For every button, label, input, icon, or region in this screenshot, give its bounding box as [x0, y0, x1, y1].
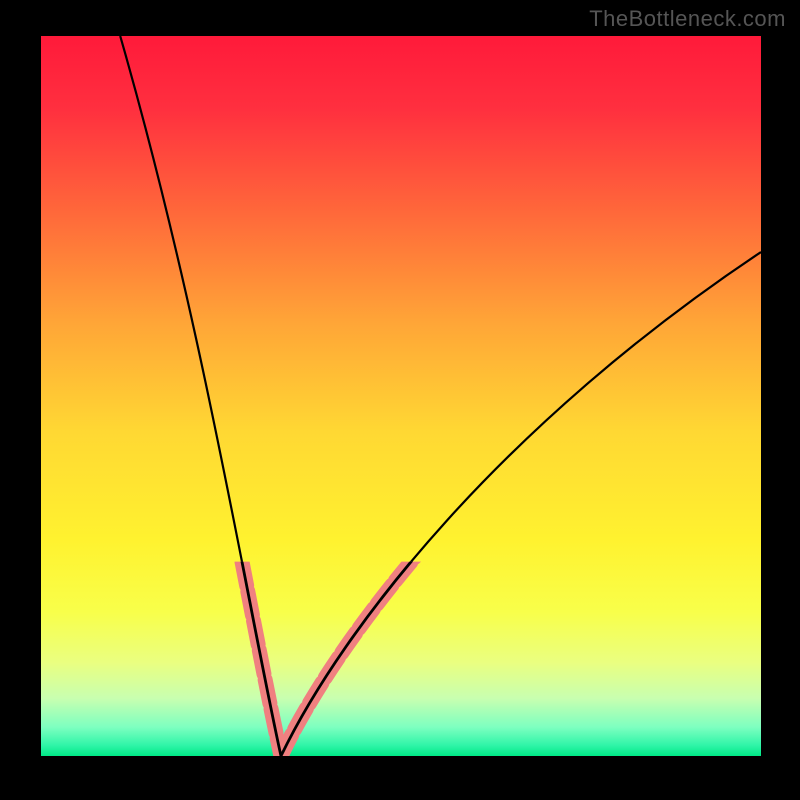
watermark-text: TheBottleneck.com — [589, 6, 786, 32]
plot-area — [41, 36, 761, 756]
curve-overlay — [41, 36, 761, 756]
chart-canvas: TheBottleneck.com — [0, 0, 800, 800]
